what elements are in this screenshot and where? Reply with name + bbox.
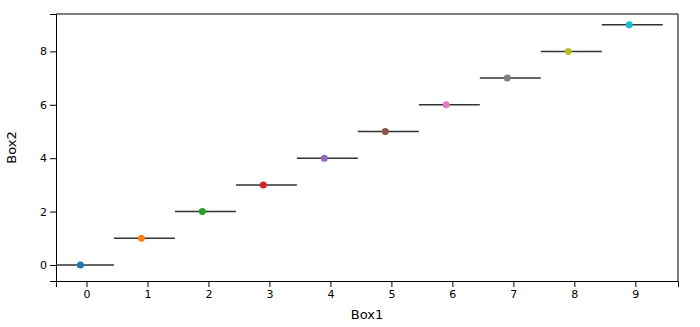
whisker [56, 264, 114, 266]
y-tick: 2 [40, 206, 56, 219]
x-tick-mark [269, 281, 270, 287]
x-tick-label: 6 [449, 288, 456, 301]
x-tick-mark [513, 281, 514, 287]
x-tick: 1 [144, 281, 151, 301]
y-tick: 8 [40, 45, 56, 58]
chart: 0 1 2 3 4 5 6 7 8 9 0 2 4 6 8 Box1 Box2 [0, 0, 700, 327]
dot [504, 75, 511, 82]
x-tick-mark [208, 281, 209, 287]
y-tick-mark [50, 158, 56, 159]
y-axis: 0 2 4 6 8 [40, 15, 57, 282]
x-tick: 5 [388, 281, 395, 301]
x-tick: 0 [83, 281, 90, 301]
y-tick: 0 [40, 259, 56, 272]
x-tick-label: 8 [571, 288, 578, 301]
x-tick: 3 [266, 281, 273, 301]
x-tick-label: 9 [632, 288, 639, 301]
x-tick-mark [574, 281, 575, 287]
dot [626, 21, 633, 28]
y-tick-label: 2 [40, 206, 47, 219]
y-tick-mark [50, 265, 56, 266]
y-tick-label: 4 [40, 152, 47, 165]
dot [138, 235, 145, 242]
x-axis: 0 1 2 3 4 5 6 7 8 9 [57, 281, 679, 301]
y-tick-label: 6 [40, 99, 47, 112]
dot [382, 128, 389, 135]
x-tick-label: 2 [205, 288, 212, 301]
x-tick-mark [86, 281, 87, 287]
frame [56, 14, 678, 15]
dot [565, 48, 572, 55]
y-tick-label: 0 [40, 259, 47, 272]
x-tick-mark [391, 281, 392, 287]
y-tick: 4 [40, 152, 56, 165]
y-axis-title: Box2 [4, 131, 19, 163]
y-tick: 6 [40, 99, 56, 112]
x-tick-label: 0 [83, 288, 90, 301]
x-tick-mark [330, 281, 331, 287]
dot [77, 261, 84, 268]
x-tick-label: 1 [144, 288, 151, 301]
x-axis-title: Box1 [351, 307, 383, 322]
x-tick-label: 4 [327, 288, 334, 301]
x-tick-label: 3 [266, 288, 273, 301]
y-axis-line [50, 15, 57, 282]
y-tick-mark [50, 105, 56, 106]
x-tick: 7 [510, 281, 517, 301]
dot [443, 101, 450, 108]
x-tick: 8 [571, 281, 578, 301]
x-tick-mark [452, 281, 453, 287]
x-tick: 4 [327, 281, 334, 301]
dot [260, 181, 267, 188]
x-tick-label: 7 [510, 288, 517, 301]
y-tick-mark [50, 51, 56, 52]
plot: 0 1 2 3 4 5 6 7 8 9 0 2 4 6 8 [40, 14, 679, 301]
x-tick-label: 5 [388, 288, 395, 301]
x-tick-mark [147, 281, 148, 287]
dot [321, 155, 328, 162]
x-tick: 2 [205, 281, 212, 301]
x-tick: 9 [632, 281, 639, 301]
x-tick: 6 [449, 281, 456, 301]
y-tick-label: 8 [40, 45, 47, 58]
x-tick-mark [635, 281, 636, 287]
marks [56, 21, 663, 268]
dot [199, 208, 206, 215]
x-axis-line [57, 282, 679, 288]
frame [678, 14, 679, 281]
y-tick-mark [50, 212, 56, 213]
